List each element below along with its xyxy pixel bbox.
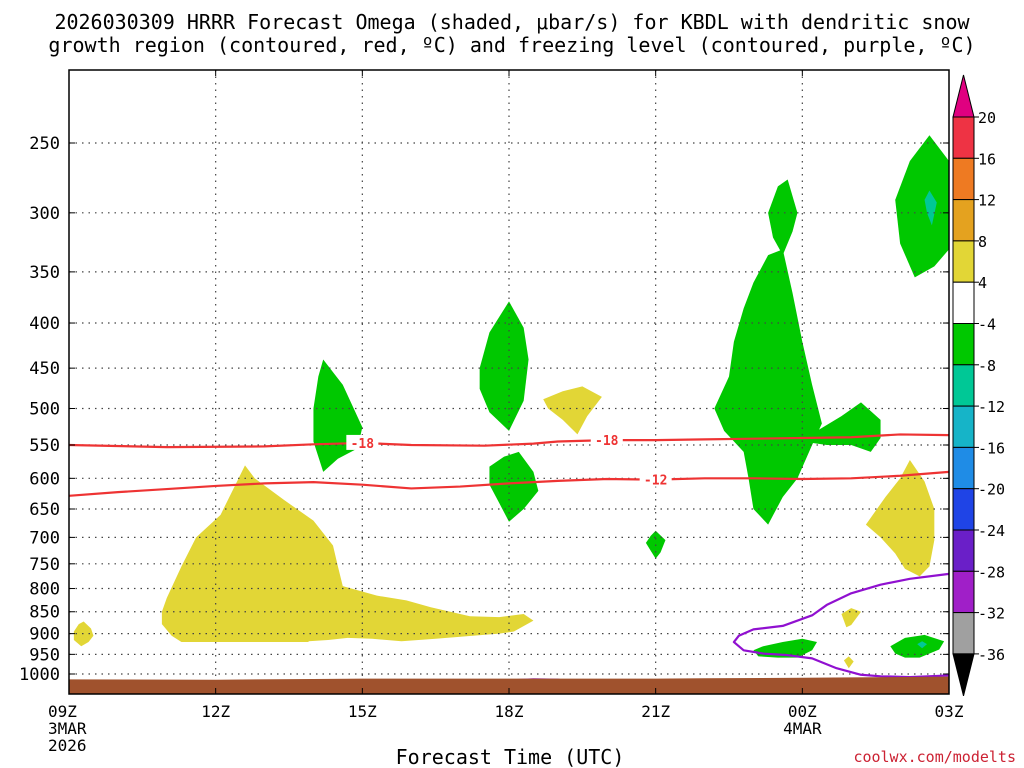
colorbar-segment-6 bbox=[952, 364, 975, 407]
y-tick-label-450: 450 bbox=[29, 359, 60, 379]
dendritic--18c-isotherm bbox=[68, 433, 950, 449]
colorbar-segment-1 bbox=[952, 157, 975, 201]
y-tick-label-250: 250 bbox=[29, 134, 60, 154]
omega-yellow-01z-small bbox=[841, 608, 861, 628]
colorbar-segment-3 bbox=[952, 240, 975, 283]
colorbar-label-13: -36 bbox=[978, 646, 1005, 664]
omega-teal-02z-low bbox=[917, 641, 927, 649]
colorbar-segment-11 bbox=[952, 570, 975, 614]
omega-green-23z-column bbox=[714, 249, 822, 525]
colorbar-label-9: -20 bbox=[978, 481, 1005, 499]
x-axis-label: Forecast Time (UTC) bbox=[396, 745, 625, 768]
dendritic--12c-isotherm bbox=[68, 470, 950, 497]
terrain-layer bbox=[69, 676, 949, 694]
y-tick-label-650: 650 bbox=[29, 500, 60, 520]
colorbar: 20 16 12 8 4 -4 -8 -12 -16 -20 -24 -28 -32 -36 bbox=[952, 74, 1005, 697]
y-tick-label-500: 500 bbox=[29, 400, 60, 420]
y-tick-label-300: 300 bbox=[29, 204, 60, 224]
omega-yellow-20z bbox=[543, 386, 602, 435]
omega-yellow-small-left bbox=[73, 621, 94, 647]
terrain-surface bbox=[69, 676, 949, 694]
omega-teal-02z-upper bbox=[924, 190, 937, 226]
x-tick-label-15-1: 4MAR bbox=[783, 719, 822, 738]
omega-green-00z-tail bbox=[802, 402, 881, 452]
contour-label: -18 bbox=[595, 434, 619, 449]
x-tick-label-0-2: 2026 bbox=[48, 736, 87, 755]
colorbar-label-5: -4 bbox=[978, 316, 996, 334]
y-tick-label-350: 350 bbox=[29, 263, 60, 283]
x-tick-label-15-0: 00Z bbox=[788, 702, 817, 721]
chart-title-line2: growth region (contoured, red, ºC) and f… bbox=[48, 33, 975, 57]
contour-label-bg bbox=[346, 434, 379, 450]
y-tick-label-800: 800 bbox=[29, 580, 60, 600]
omega-shading-layer bbox=[73, 135, 949, 669]
x-tick-label-3-0: 12Z bbox=[201, 702, 230, 721]
colorbar-label-12: -32 bbox=[978, 605, 1005, 623]
colorbar-label-3: 8 bbox=[978, 233, 987, 251]
y-tick-label-600: 600 bbox=[29, 469, 60, 489]
omega-green-02z-upper bbox=[895, 135, 949, 278]
omega-yellow-lower-left bbox=[161, 465, 534, 643]
y-tick-label-850: 850 bbox=[29, 603, 60, 623]
y-tick-label-750: 750 bbox=[29, 555, 60, 575]
y-tick-label-700: 700 bbox=[29, 528, 60, 548]
colorbar-segment-7 bbox=[952, 405, 975, 448]
colorbar-segment-2 bbox=[952, 199, 975, 242]
colorbar-label-8: -16 bbox=[978, 439, 1005, 457]
colorbar-label-11: -28 bbox=[978, 563, 1005, 581]
omega-green-02z-low bbox=[890, 634, 945, 658]
y-tick-label-900: 900 bbox=[29, 625, 60, 645]
contour-label-bg bbox=[639, 471, 672, 487]
contour-layer: -18 -18 -12 bbox=[68, 432, 950, 684]
omega-yellow-02z bbox=[865, 460, 935, 577]
x-tick-label-6-0: 15Z bbox=[348, 702, 377, 721]
colorbar-label-2: 12 bbox=[978, 192, 996, 210]
x-tick-label-12-0: 21Z bbox=[641, 702, 670, 721]
colorbar-segment-8 bbox=[952, 446, 975, 490]
colorbar-segment-5 bbox=[952, 323, 975, 366]
x-tick-label-9-0: 18Z bbox=[495, 702, 524, 721]
colorbar-label-6: -8 bbox=[978, 357, 996, 375]
colorbar-segment-9 bbox=[952, 488, 975, 531]
colorbar-label-10: -24 bbox=[978, 522, 1005, 540]
credit-link[interactable]: coolwx.com/modelts bbox=[853, 748, 1016, 766]
colorbar-top-arrow bbox=[952, 74, 975, 118]
grid-layer bbox=[69, 70, 949, 694]
freezing-level-0c-right bbox=[732, 572, 950, 679]
colorbar-segment-10 bbox=[952, 529, 975, 572]
contour-label: -12 bbox=[644, 474, 667, 489]
chart-title-line1: 2026030309 HRRR Forecast Omega (shaded, … bbox=[54, 10, 970, 34]
omega-green-23z-upper bbox=[768, 179, 798, 256]
colorbar-segment-0 bbox=[952, 116, 975, 159]
colorbar-bottom-arrow bbox=[952, 653, 975, 697]
x-tick-label-0-1: 3MAR bbox=[48, 719, 87, 738]
omega-green-19z bbox=[489, 451, 539, 522]
colorbar-label-0: 20 bbox=[978, 109, 996, 127]
colorbar-label-7: -12 bbox=[978, 398, 1005, 416]
omega-green-18z bbox=[479, 301, 529, 431]
x-tick-label-18-0: 03Z bbox=[935, 702, 964, 721]
contour-label-bg bbox=[590, 432, 623, 448]
y-tick-label-950: 950 bbox=[29, 645, 60, 665]
y-tick-label-1000: 1000 bbox=[19, 665, 60, 685]
omega-yellow-01z-tiny bbox=[843, 656, 854, 669]
x-tick-label-0-0: 09Z bbox=[48, 702, 77, 721]
colorbar-label-1: 16 bbox=[978, 150, 996, 168]
y-tick-label-550: 550 bbox=[29, 436, 60, 456]
omega-green-14z bbox=[313, 359, 363, 472]
colorbar-segment-12 bbox=[952, 612, 975, 655]
contour-label: -18 bbox=[351, 437, 375, 452]
y-axis: 2503003504004505005506006507007508008509… bbox=[19, 134, 949, 685]
y-tick-label-400: 400 bbox=[29, 314, 60, 334]
colorbar-label-4: 4 bbox=[978, 274, 987, 292]
colorbar-segment-4 bbox=[952, 281, 975, 325]
